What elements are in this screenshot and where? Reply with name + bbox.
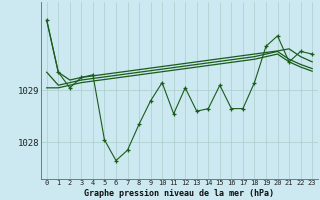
X-axis label: Graphe pression niveau de la mer (hPa): Graphe pression niveau de la mer (hPa) — [84, 189, 275, 198]
